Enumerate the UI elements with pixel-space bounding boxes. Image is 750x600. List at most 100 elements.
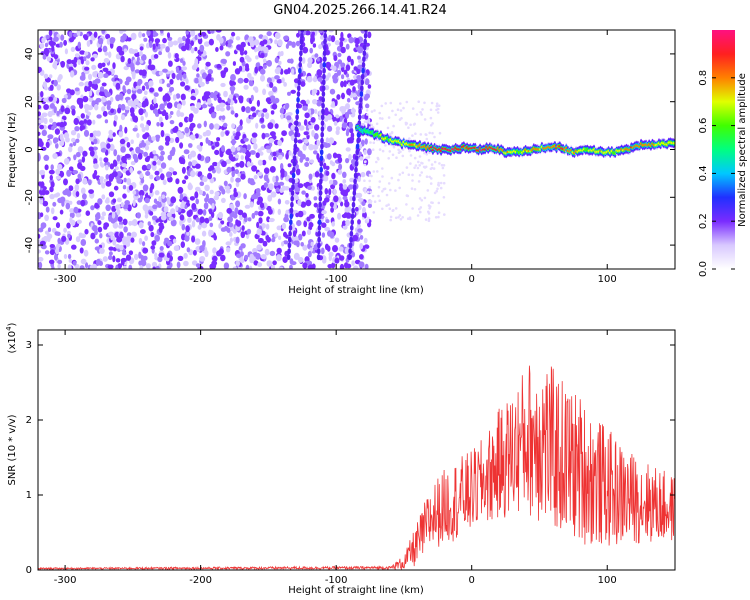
noise-mark bbox=[131, 231, 137, 238]
noise-mark bbox=[63, 227, 67, 233]
noise-mark bbox=[219, 107, 225, 112]
noise-mark bbox=[55, 222, 61, 229]
noise-mark bbox=[147, 134, 152, 142]
streak-mark bbox=[322, 50, 327, 57]
noise-mark bbox=[212, 255, 218, 262]
noise-mark bbox=[131, 93, 137, 100]
noise-mark bbox=[212, 161, 218, 167]
noise-mark bbox=[97, 47, 103, 53]
noise-mark bbox=[232, 266, 237, 269]
noise-mark bbox=[140, 178, 145, 184]
noise-mark bbox=[220, 70, 227, 76]
noise-mark bbox=[260, 124, 266, 129]
noise-mark bbox=[311, 186, 316, 191]
noise-mark bbox=[143, 37, 148, 42]
noise-mark bbox=[101, 211, 107, 217]
noise-mark bbox=[149, 87, 155, 93]
streak-mark bbox=[353, 178, 357, 185]
streak-mark bbox=[356, 137, 360, 144]
noise-mark bbox=[85, 210, 91, 216]
noise-mark bbox=[316, 57, 320, 62]
noise-mark bbox=[172, 40, 179, 46]
noise-mark bbox=[265, 97, 271, 103]
noise-mark bbox=[110, 234, 114, 241]
streak-mark bbox=[354, 160, 359, 167]
noise-mark bbox=[197, 153, 202, 161]
streak-mark bbox=[298, 61, 303, 68]
noise-mark bbox=[303, 139, 309, 144]
noise-mark bbox=[335, 114, 340, 119]
noise-mark bbox=[364, 93, 370, 99]
noise-mark bbox=[150, 245, 156, 250]
noise-mark bbox=[355, 43, 359, 48]
noise-mark bbox=[246, 228, 252, 235]
noise-mark bbox=[38, 153, 41, 161]
noise-mark bbox=[227, 216, 234, 223]
noise-mark bbox=[60, 137, 65, 144]
streak-mark bbox=[351, 207, 355, 214]
streak-mark bbox=[299, 50, 303, 57]
noise-mark bbox=[38, 249, 41, 254]
noise-mark bbox=[232, 61, 236, 66]
noise-mark bbox=[231, 170, 235, 178]
noise-mark bbox=[415, 113, 419, 116]
streak-mark bbox=[322, 79, 326, 86]
noise-mark bbox=[96, 130, 101, 137]
noise-mark bbox=[363, 163, 367, 167]
noise-mark bbox=[345, 103, 350, 110]
noise-mark bbox=[380, 104, 384, 108]
noise-mark bbox=[348, 121, 353, 129]
noise-mark bbox=[99, 233, 103, 239]
noise-mark bbox=[276, 225, 282, 231]
noise-mark bbox=[194, 238, 201, 245]
noise-mark bbox=[259, 68, 266, 75]
noise-mark bbox=[49, 174, 53, 181]
noise-mark bbox=[179, 58, 184, 63]
noise-mark bbox=[179, 112, 185, 117]
noise-mark bbox=[42, 81, 48, 88]
noise-mark bbox=[106, 104, 111, 111]
noise-mark bbox=[77, 159, 83, 164]
noise-mark bbox=[437, 215, 440, 219]
noise-mark bbox=[57, 237, 61, 244]
noise-mark bbox=[347, 206, 352, 212]
noise-mark bbox=[319, 35, 325, 40]
noise-mark bbox=[160, 173, 165, 181]
noise-mark bbox=[177, 255, 184, 261]
noise-mark bbox=[349, 127, 354, 134]
noise-mark bbox=[175, 136, 180, 144]
noise-mark bbox=[270, 110, 275, 115]
noise-mark bbox=[431, 131, 434, 135]
noise-mark bbox=[166, 171, 172, 178]
noise-mark bbox=[158, 196, 162, 203]
noise-mark bbox=[158, 222, 164, 227]
streak-mark bbox=[352, 195, 356, 202]
streak-mark bbox=[358, 102, 363, 109]
noise-mark bbox=[313, 133, 319, 140]
streak-mark bbox=[288, 236, 292, 243]
noise-mark bbox=[369, 190, 373, 194]
noise-mark bbox=[151, 136, 157, 142]
noise-mark bbox=[291, 68, 295, 75]
noise-mark bbox=[280, 163, 284, 170]
noise-mark bbox=[38, 66, 42, 74]
noise-mark bbox=[128, 264, 133, 269]
noise-mark bbox=[152, 108, 159, 114]
noise-mark bbox=[167, 241, 173, 247]
noise-mark bbox=[128, 250, 134, 256]
noise-mark bbox=[261, 159, 267, 166]
noise-mark bbox=[70, 46, 76, 53]
noise-mark bbox=[324, 226, 331, 232]
noise-mark bbox=[363, 179, 366, 182]
noise-mark bbox=[160, 130, 165, 138]
noise-mark bbox=[332, 179, 338, 186]
noise-mark bbox=[180, 93, 186, 101]
noise-mark bbox=[252, 112, 257, 118]
noise-mark bbox=[438, 131, 442, 135]
noise-mark bbox=[39, 212, 44, 218]
snr-y-scale-close: ) bbox=[7, 322, 18, 326]
noise-mark bbox=[266, 148, 272, 154]
noise-mark bbox=[148, 224, 154, 232]
noise-mark bbox=[302, 46, 309, 54]
noise-mark bbox=[63, 39, 67, 46]
